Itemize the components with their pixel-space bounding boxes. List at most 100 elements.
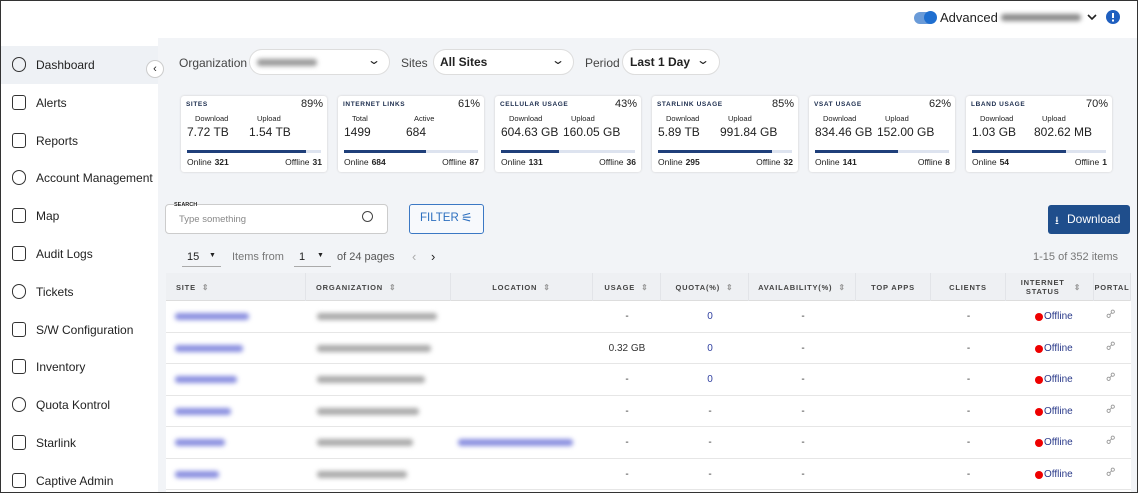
cell-clients: - bbox=[966, 437, 971, 448]
sort-icon[interactable]: ⇕ bbox=[543, 282, 551, 292]
online-label: Online bbox=[187, 157, 212, 167]
row bbox=[166, 333, 1131, 364]
nav-item[interactable]: Reports bbox=[36, 133, 79, 148]
offline-count: 32 bbox=[783, 157, 793, 167]
top-bar bbox=[1, 1, 1137, 38]
nav-item[interactable]: Alerts bbox=[36, 95, 67, 110]
progress-fill bbox=[972, 150, 1066, 153]
status-dot bbox=[1035, 407, 1043, 416]
nav-item[interactable]: S/W Configuration bbox=[36, 322, 134, 337]
online-count: 141 bbox=[842, 157, 857, 167]
metric-value: 604.63 GB bbox=[501, 125, 559, 139]
nav-item[interactable]: Account Management bbox=[36, 171, 153, 186]
column-title: SITE bbox=[176, 282, 196, 292]
blurred-cell bbox=[317, 470, 407, 478]
mode-label: Advanced bbox=[940, 10, 998, 25]
download-text: Download bbox=[1067, 212, 1121, 226]
pages-text: of 24 pages bbox=[337, 251, 395, 263]
page-size-select[interactable] bbox=[182, 248, 221, 267]
sort-icon[interactable]: ⇕ bbox=[201, 282, 210, 292]
offline-label: Offline bbox=[599, 157, 624, 167]
metric-label: Upload bbox=[885, 114, 909, 123]
cell-quota: - bbox=[708, 437, 712, 448]
cell-status: Offline bbox=[1044, 437, 1073, 448]
page: 1 bbox=[299, 251, 306, 263]
metric-label: Active bbox=[414, 114, 435, 123]
metric-value: 684 bbox=[406, 125, 427, 139]
row bbox=[166, 396, 1131, 427]
collapse-button[interactable]: ‹ bbox=[146, 60, 164, 78]
nav-item[interactable]: Inventory bbox=[36, 360, 86, 375]
metric-label: Download bbox=[823, 114, 857, 123]
nav-icon bbox=[12, 472, 26, 488]
progress-track bbox=[972, 150, 1106, 153]
nav-item[interactable]: Dashboard bbox=[36, 58, 95, 72]
offline-label: Offline bbox=[285, 157, 310, 167]
page-select[interactable] bbox=[294, 248, 331, 267]
filter-label: Sites bbox=[401, 56, 428, 70]
metric-label: Total bbox=[352, 114, 368, 123]
card-percent: 70% bbox=[1085, 98, 1108, 110]
offline-count: 87 bbox=[469, 157, 479, 167]
metric-value: 1499 bbox=[344, 125, 371, 139]
metric-value: 1.03 GB bbox=[972, 125, 1017, 139]
card-percent: 62% bbox=[928, 98, 951, 110]
search-icon bbox=[362, 211, 373, 222]
nav-icon bbox=[12, 132, 26, 148]
online: Online 54 bbox=[972, 157, 1009, 167]
sort-icon[interactable]: ⇕ bbox=[838, 282, 846, 292]
cell-usage: - bbox=[625, 468, 629, 480]
column-header: TOP APPS bbox=[856, 273, 931, 301]
column-title: USAGE bbox=[604, 282, 636, 292]
online: Online 684 bbox=[344, 157, 386, 167]
sort-icon[interactable]: ⇕ bbox=[726, 282, 734, 292]
card-percent: 85% bbox=[771, 98, 794, 110]
metric-value: 834.46 GB bbox=[815, 125, 873, 139]
toggle[interactable] bbox=[914, 11, 937, 24]
search-box[interactable] bbox=[165, 204, 388, 234]
offline-count: 36 bbox=[626, 157, 636, 167]
offline-label: Offline bbox=[756, 157, 781, 167]
cell-status: Offline bbox=[1044, 374, 1073, 385]
cell-clients: - bbox=[966, 342, 971, 354]
nav-item[interactable]: Starlink bbox=[36, 436, 77, 450]
cell-status: Offline bbox=[1044, 311, 1073, 322]
blurred-cell bbox=[175, 313, 249, 320]
nav-icon bbox=[12, 435, 26, 450]
cell-usage: - bbox=[625, 374, 629, 385]
blurred-cell bbox=[175, 344, 243, 352]
nav-item[interactable]: Captive Admin bbox=[36, 473, 114, 488]
blurred-cell bbox=[317, 439, 413, 446]
nav-item[interactable]: Quota Kontrol bbox=[36, 398, 111, 413]
offline: Offline 31 bbox=[285, 157, 322, 167]
sort-icon[interactable]: ⇕ bbox=[1073, 282, 1082, 292]
sort-icon[interactable]: ⇕ bbox=[641, 282, 649, 292]
filter-button[interactable]: FILTER ⚟ bbox=[409, 204, 484, 234]
next-page[interactable]: › bbox=[431, 249, 436, 264]
cell-usage: - bbox=[625, 405, 629, 417]
column-title: INTERNET STATUS bbox=[1020, 278, 1065, 296]
summary-card: INTERNET LINKS 61% Total 1499 Active 684 Onlin… bbox=[338, 96, 484, 172]
dropdown-arrow: ▼ bbox=[209, 252, 216, 259]
metric-value: 7.72 TB bbox=[187, 125, 229, 139]
user-menu-icon[interactable] bbox=[1086, 10, 1126, 26]
download-button[interactable]: Download ⭳ bbox=[1048, 205, 1130, 234]
nav-icon bbox=[12, 57, 26, 72]
sort-icon[interactable]: ⇕ bbox=[388, 282, 397, 292]
cell-quota: 0 bbox=[707, 342, 713, 354]
column-title: CLIENTS bbox=[949, 282, 987, 292]
select[interactable] bbox=[622, 49, 720, 75]
blurred-cell bbox=[175, 470, 219, 478]
prev-page[interactable]: ‹ bbox=[412, 249, 417, 264]
progress-track bbox=[501, 150, 635, 153]
metric-label: Download bbox=[509, 114, 543, 123]
nav-item[interactable]: Tickets bbox=[36, 284, 74, 299]
select[interactable] bbox=[433, 49, 574, 75]
cell-quota: 0 bbox=[707, 311, 713, 322]
progress-fill bbox=[501, 150, 559, 153]
offline-count: 1 bbox=[1102, 157, 1107, 167]
online-label: Online bbox=[501, 157, 526, 167]
nav-item[interactable]: Audit Logs bbox=[36, 247, 93, 261]
nav-item[interactable]: Map bbox=[36, 209, 60, 224]
online-count: 684 bbox=[371, 157, 386, 167]
